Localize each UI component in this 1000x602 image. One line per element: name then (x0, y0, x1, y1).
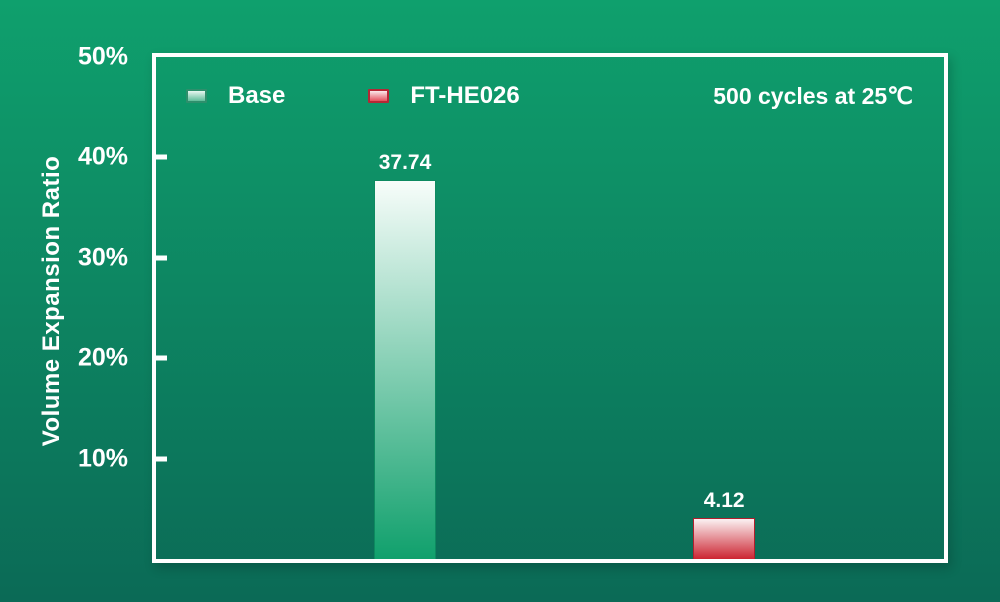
bar-value-label-base: 37.74 (378, 151, 432, 175)
legend-label-base: Base (228, 82, 286, 109)
legend-item-ft-he026: FT-HE026 (368, 82, 520, 109)
legend-label-ft-he026: FT-HE026 (410, 82, 520, 109)
y-tick-label-20: 20% (77, 343, 128, 372)
bar-base (374, 180, 436, 559)
legend-item-base: Base (186, 82, 286, 109)
y-tick-label-30: 30% (77, 243, 128, 272)
y-axis-title: Volume Expansion Ratio (38, 155, 65, 447)
y-tick-label-10: 10% (77, 444, 128, 473)
y-tick-mark-40 (156, 154, 167, 160)
y-tick-mark-30 (156, 255, 167, 261)
plot-area: 50% 40% 30% 20% 10% Base FT-HE026 500 cy… (78, 44, 948, 563)
bar-slot-ft-he026: 4.12 (693, 57, 756, 559)
y-tick-label-40: 40% (77, 142, 128, 171)
y-tick-mark-20 (156, 355, 167, 361)
annotation-cycles: 500 cycles at 25℃ (713, 83, 913, 109)
legend: Base FT-HE026 (186, 82, 520, 109)
legend-swatch-ft-he026-icon (368, 89, 390, 104)
y-tick-label-50: 50% (77, 42, 128, 71)
bar-value-label-ft-he026: 4.12 (703, 488, 745, 512)
legend-swatch-base-icon (186, 89, 207, 104)
bar-slot-base: 37.74 (374, 57, 436, 559)
y-tick-mark-10 (156, 456, 167, 462)
bar-ft-he026 (693, 517, 756, 559)
